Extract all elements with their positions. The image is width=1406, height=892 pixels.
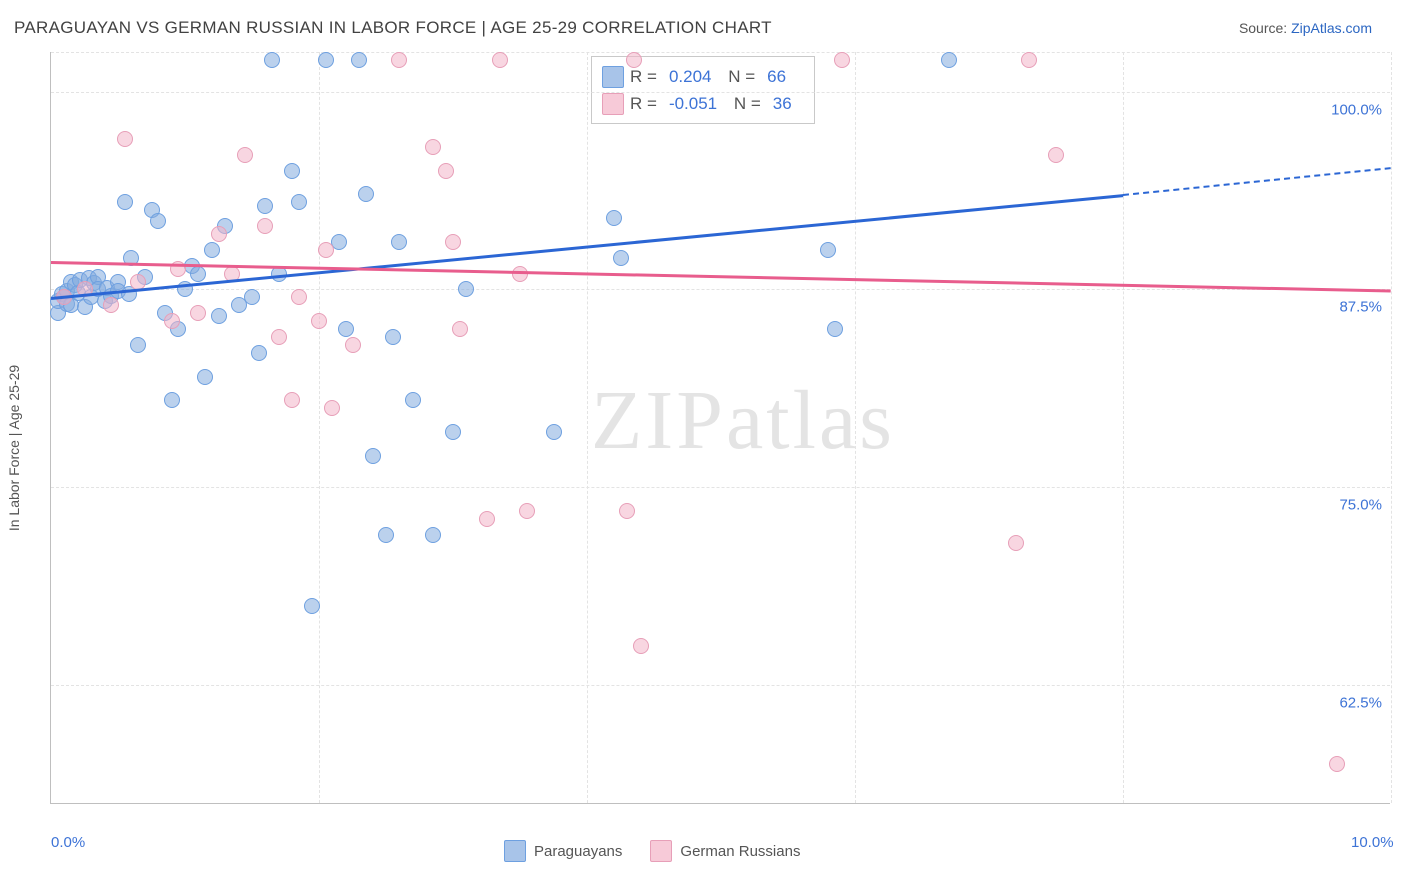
- data-point: [546, 424, 562, 440]
- data-point: [211, 226, 227, 242]
- y-tick-label: 62.5%: [1339, 695, 1382, 712]
- data-point: [827, 321, 843, 337]
- data-point: [257, 218, 273, 234]
- data-point: [941, 52, 957, 68]
- source-link[interactable]: ZipAtlas.com: [1291, 20, 1372, 36]
- data-point: [197, 369, 213, 385]
- data-point: [820, 242, 836, 258]
- data-point: [391, 52, 407, 68]
- data-point: [345, 337, 361, 353]
- data-point: [519, 503, 535, 519]
- data-point: [257, 198, 273, 214]
- legend-swatch: [602, 66, 624, 88]
- data-point: [445, 424, 461, 440]
- data-point: [318, 52, 334, 68]
- gridline-v: [319, 52, 320, 803]
- chart-title: PARAGUAYAN VS GERMAN RUSSIAN IN LABOR FO…: [14, 18, 772, 38]
- data-point: [271, 329, 287, 345]
- data-point: [130, 337, 146, 353]
- gridline-v: [1391, 52, 1392, 803]
- data-point: [1021, 52, 1037, 68]
- data-point: [351, 52, 367, 68]
- series-legend: Paraguayans German Russians: [504, 840, 800, 862]
- data-point: [425, 139, 441, 155]
- data-point: [458, 281, 474, 297]
- data-point: [164, 392, 180, 408]
- data-point: [251, 345, 267, 361]
- data-point: [190, 305, 206, 321]
- data-point: [452, 321, 468, 337]
- data-point: [1048, 147, 1064, 163]
- series-legend-item: German Russians: [650, 840, 800, 862]
- gridline-v: [1123, 52, 1124, 803]
- data-point: [445, 234, 461, 250]
- trend-line: [1123, 168, 1391, 197]
- legend-swatch: [504, 840, 526, 862]
- data-point: [117, 131, 133, 147]
- data-point: [606, 210, 622, 226]
- gridline-h: [51, 487, 1390, 488]
- data-point: [425, 527, 441, 543]
- legend-swatch: [602, 93, 624, 115]
- data-point: [438, 163, 454, 179]
- data-point: [626, 52, 642, 68]
- data-point: [365, 448, 381, 464]
- data-point: [378, 527, 394, 543]
- data-point: [324, 400, 340, 416]
- data-point: [479, 511, 495, 527]
- x-tick-label: 0.0%: [51, 834, 85, 851]
- y-tick-label: 100.0%: [1331, 101, 1382, 118]
- data-point: [164, 313, 180, 329]
- data-point: [1329, 756, 1345, 772]
- source-label: Source: ZipAtlas.com: [1239, 20, 1372, 36]
- data-point: [338, 321, 354, 337]
- data-point: [492, 52, 508, 68]
- gridline-h: [51, 52, 1390, 53]
- data-point: [385, 329, 401, 345]
- corr-legend-row: R =-0.051 N =36: [602, 90, 798, 117]
- gridline-h: [51, 92, 1390, 93]
- data-point: [405, 392, 421, 408]
- data-point: [512, 266, 528, 282]
- data-point: [204, 242, 220, 258]
- data-point: [103, 297, 119, 313]
- trend-line: [51, 261, 1391, 292]
- data-point: [190, 266, 206, 282]
- data-point: [291, 194, 307, 210]
- data-point: [284, 392, 300, 408]
- correlation-legend: R =0.204 N =66R =-0.051 N =36: [591, 56, 815, 124]
- data-point: [318, 242, 334, 258]
- data-point: [284, 163, 300, 179]
- data-point: [311, 313, 327, 329]
- gridline-h: [51, 685, 1390, 686]
- legend-swatch: [650, 840, 672, 862]
- data-point: [619, 503, 635, 519]
- data-point: [237, 147, 253, 163]
- y-axis-label: In Labor Force | Age 25-29: [6, 365, 22, 531]
- data-point: [391, 234, 407, 250]
- y-tick-label: 87.5%: [1339, 299, 1382, 316]
- chart: In Labor Force | Age 25-29 ZIPatlas R =0…: [14, 52, 1390, 844]
- data-point: [264, 52, 280, 68]
- series-legend-item: Paraguayans: [504, 840, 622, 862]
- plot-area: ZIPatlas R =0.204 N =66R =-0.051 N =36 6…: [50, 52, 1390, 804]
- data-point: [291, 289, 307, 305]
- data-point: [244, 289, 260, 305]
- gridline-v: [587, 52, 588, 803]
- x-tick-label: 10.0%: [1351, 834, 1394, 851]
- data-point: [150, 213, 166, 229]
- data-point: [211, 308, 227, 324]
- data-point: [1008, 535, 1024, 551]
- data-point: [613, 250, 629, 266]
- data-point: [633, 638, 649, 654]
- data-point: [304, 598, 320, 614]
- data-point: [358, 186, 374, 202]
- y-tick-label: 75.0%: [1339, 497, 1382, 514]
- watermark: ZIPatlas: [591, 372, 895, 469]
- gridline-v: [855, 52, 856, 803]
- data-point: [834, 52, 850, 68]
- data-point: [117, 194, 133, 210]
